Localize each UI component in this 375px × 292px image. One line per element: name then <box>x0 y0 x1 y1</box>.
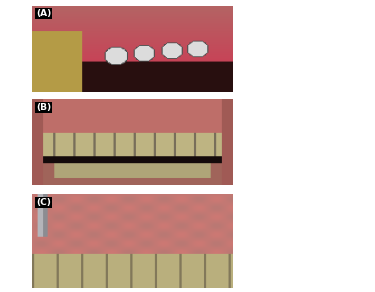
Text: (C): (C) <box>36 198 51 207</box>
Text: (A): (A) <box>36 9 51 18</box>
Text: (B): (B) <box>36 103 51 112</box>
